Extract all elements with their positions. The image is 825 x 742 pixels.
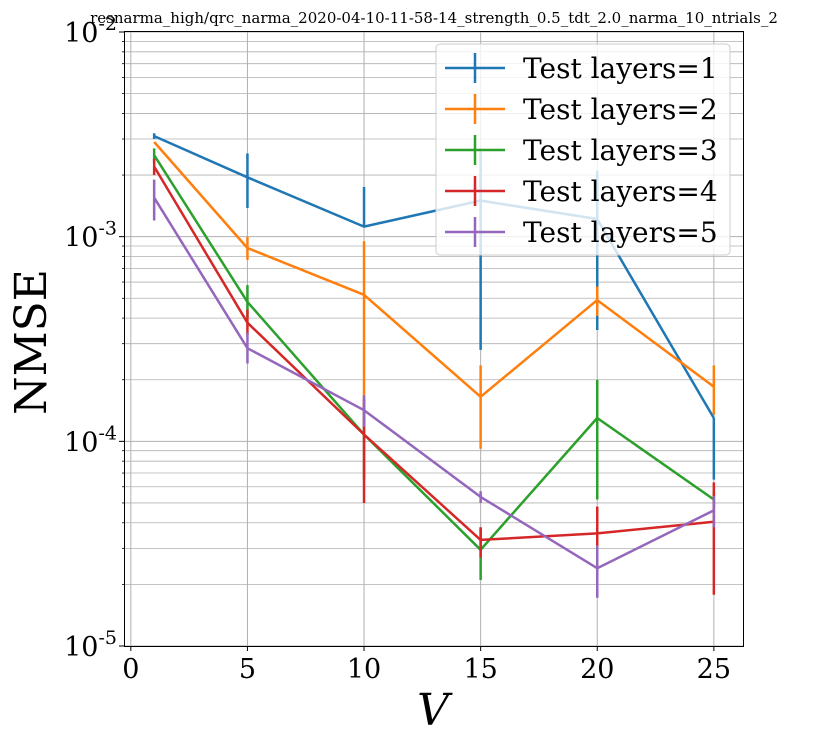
y-axis: 10-510-410-310-2 — [64, 13, 125, 663]
y-tick-label: 10-2 — [64, 13, 117, 49]
y-tick-exponent: -5 — [98, 627, 117, 649]
y-axis-label: NMSE — [6, 269, 57, 415]
legend-label: Test layers=1 — [523, 52, 718, 85]
x-tick-label: 5 — [239, 654, 256, 685]
legend-label: Test layers=5 — [523, 216, 718, 249]
chart-title: resnarma_high/qrc_narma_2020-04-10-11-58… — [90, 9, 778, 27]
series-line — [153, 154, 715, 552]
x-tick-label: 25 — [697, 654, 731, 685]
x-tick-label: 0 — [122, 654, 139, 685]
x-tick-label: 10 — [347, 654, 381, 685]
y-tick-base: 10 — [64, 223, 98, 254]
y-tick-label: 10-4 — [64, 422, 117, 458]
x-tick-label: 20 — [580, 654, 614, 685]
y-tick-exponent: -4 — [98, 422, 117, 444]
series-line — [153, 165, 714, 542]
legend-box — [435, 43, 731, 256]
y-tick-base: 10 — [64, 427, 98, 458]
x-axis-label: V — [417, 685, 453, 736]
y-tick-label: 10-3 — [64, 218, 117, 254]
legend-label: Test layers=2 — [523, 93, 718, 126]
plot-frame — [124, 31, 744, 647]
x-tick-label: 15 — [463, 654, 497, 685]
series-line — [153, 197, 715, 570]
y-tick-exponent: -2 — [98, 13, 117, 35]
legend-label: Test layers=4 — [523, 175, 718, 208]
y-tick-exponent: -3 — [98, 218, 117, 240]
y-tick-base: 10 — [64, 632, 98, 663]
series-5 — [152, 179, 716, 598]
series-2 — [153, 141, 716, 449]
legend: Test layers=1 Test layers=2 Test layers=3 T… — [435, 43, 731, 256]
x-axis: 0 5 10 15 20 25 — [122, 646, 731, 685]
y-tick-base: 10 — [64, 18, 98, 49]
y-tick-label: 10-5 — [64, 627, 117, 663]
legend-label: Test layers=3 — [523, 134, 718, 167]
series-line — [153, 141, 715, 399]
